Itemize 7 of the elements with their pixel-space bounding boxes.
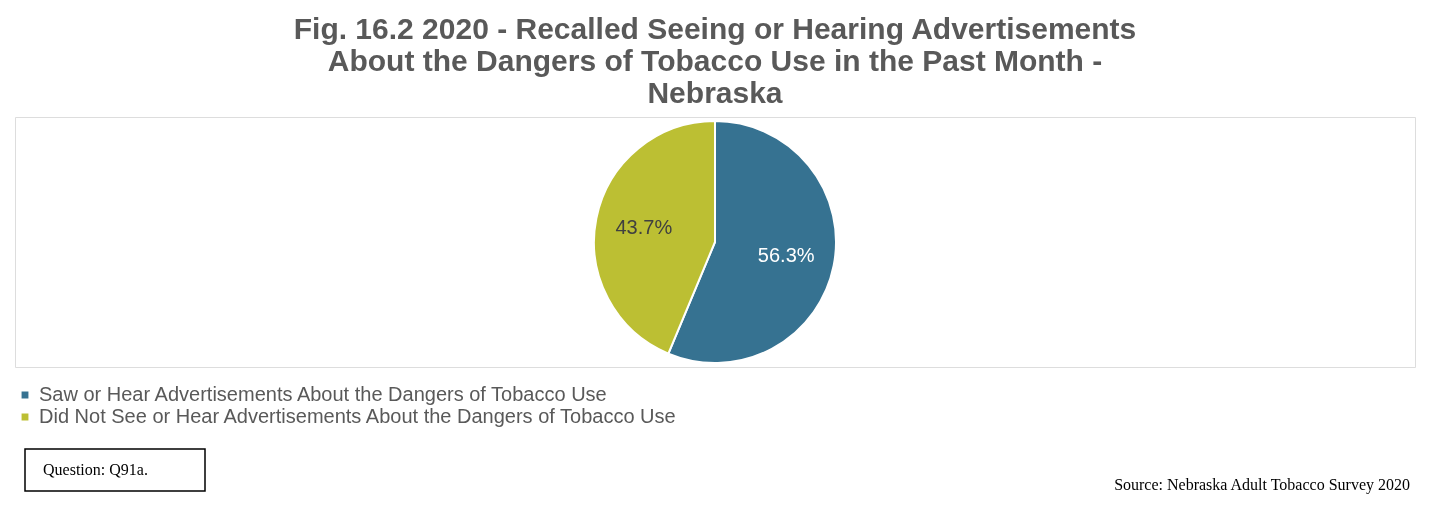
text: Question: Q91a.: [43, 461, 148, 478]
data-label: 56.3%: [757, 244, 815, 267]
legend-label: Saw or Hear Advertisements About the Dangers of Tobacco Use: [39, 383, 607, 405]
chart-title: Fig. 16.2 2020 - Recalled Seeing or Hearing Advertisements About the Dangers of Tobacco Use in the Past Month - Nebraska: [293, 12, 1137, 109]
data-label: 43.7%: [615, 215, 673, 238]
source-note: Source: Nebraska Adult Tobacco Survey 2020: [1114, 476, 1410, 494]
legend-label: Did Not See or Hear Advertisements About the Dangers of Tobacco Use: [39, 405, 676, 427]
